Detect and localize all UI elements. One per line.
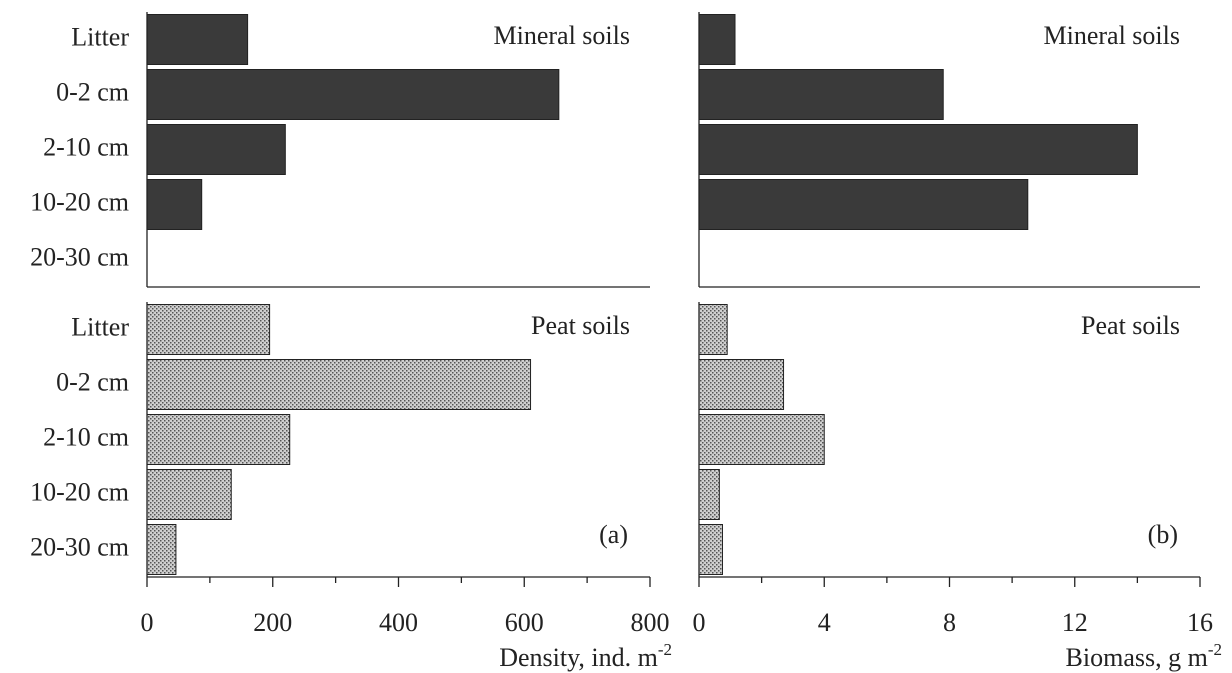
x-tick-label: 200 — [253, 608, 292, 637]
x-tick-label: 12 — [1062, 608, 1088, 637]
bar — [698, 14, 736, 65]
y-tick-label: 0-2 cm — [56, 77, 129, 106]
y-tick-label: 20-30 cm — [30, 242, 129, 271]
bar — [698, 124, 1138, 175]
x-axis-label: Density, ind. m-2 — [499, 640, 672, 672]
bar — [146, 414, 291, 465]
x-tick-label: 0 — [693, 608, 706, 637]
y-tick-label: 2-10 cm — [43, 132, 129, 161]
y-tick-label: 0-2 cm — [56, 367, 129, 396]
bar — [146, 524, 177, 575]
bar — [698, 69, 944, 120]
bar — [146, 304, 271, 355]
annotation: Mineral soils — [1044, 21, 1181, 50]
bar — [698, 179, 1029, 230]
x-axis-label-text: Biomass, g m — [1066, 643, 1208, 672]
x-axis-label-text: Density, ind. m — [499, 643, 658, 672]
bar — [698, 304, 728, 355]
x-tick-label: 16 — [1187, 608, 1213, 637]
x-tick-label: 8 — [943, 608, 956, 637]
panel-label: (b) — [1148, 520, 1178, 549]
x-axis-label-sup: -2 — [1208, 640, 1222, 659]
x-tick-label: 800 — [631, 608, 670, 637]
y-tick-label: 20-30 cm — [30, 532, 129, 561]
annotation: Mineral soils — [494, 21, 631, 50]
x-axis-label: Biomass, g m-2 — [1066, 640, 1222, 672]
panel-label: (a) — [599, 520, 628, 549]
bar — [146, 124, 286, 175]
y-tick-label: Litter — [71, 22, 129, 51]
bar — [698, 359, 785, 410]
x-tick-label: 600 — [505, 608, 544, 637]
bar — [146, 469, 232, 520]
x-tick-label: 4 — [818, 608, 831, 637]
x-axis-label-sup: -2 — [658, 640, 672, 659]
bar — [146, 69, 560, 120]
y-tick-label: 10-20 cm — [30, 187, 129, 216]
x-tick-label: 400 — [379, 608, 418, 637]
y-tick-label: 2-10 cm — [43, 422, 129, 451]
annotation: Peat soils — [1081, 311, 1180, 340]
y-tick-label: Litter — [71, 312, 129, 341]
x-tick-label: 0 — [141, 608, 154, 637]
bar — [698, 469, 720, 520]
y-tick-label: 10-20 cm — [30, 477, 129, 506]
bar — [698, 524, 723, 575]
annotation: Peat soils — [531, 311, 630, 340]
bar — [146, 14, 249, 65]
bar — [146, 359, 532, 410]
bar — [698, 414, 825, 465]
bar — [146, 179, 203, 230]
